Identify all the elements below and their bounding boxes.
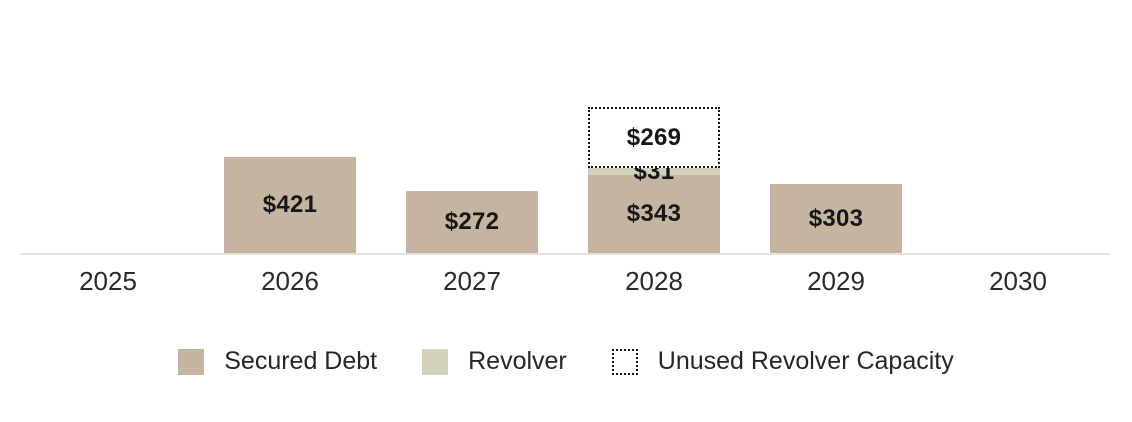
legend-item-unused-revolver-capacity: Unused Revolver Capacity [611,347,954,376]
legend-item-secured-debt: Secured Debt [178,347,377,376]
x-axis-label-2028: 2028 [625,266,683,296]
bar-value-label: $303 [808,204,864,232]
bar-value-label: $269 [626,123,682,151]
x-axis-line [20,253,1110,255]
x-axis-label-2029: 2029 [807,266,865,296]
bar-value-label: $272 [444,208,500,235]
secured-debt-swatch-icon [178,348,205,375]
x-axis-label-2026: 2026 [261,266,319,296]
legend-label-unused-revolver-capacity: Unused Revolver Capacity [657,347,954,375]
bar-secured-debt-2027: $272 [406,191,538,253]
legend-label-secured-debt: Secured Debt [224,347,378,375]
bar-secured-debt-2026: $421 [224,157,356,253]
revolver-swatch-icon [422,348,449,375]
bar-value-label: $343 [626,200,682,227]
legend-label-revolver: Revolver [468,347,567,375]
x-axis-label-2025: 2025 [79,266,137,296]
bar-revolver-2028: $31 [588,158,720,185]
chart-legend: Secured Debt Revolver Unused Revolver Ca… [0,347,1132,376]
bar-unused-revolver-capacity-2028: $269 [588,107,720,168]
x-axis-label-2027: 2027 [443,266,501,296]
legend-item-revolver: Revolver [422,347,567,376]
bar-value-label: $421 [262,191,318,218]
unused-revolver-capacity-swatch-icon [611,348,638,375]
bar-secured-debt-2029: $303 [770,184,902,253]
x-axis-label-2030: 2030 [989,266,1047,296]
bar-secured-debt-2028: $343 [588,175,720,253]
